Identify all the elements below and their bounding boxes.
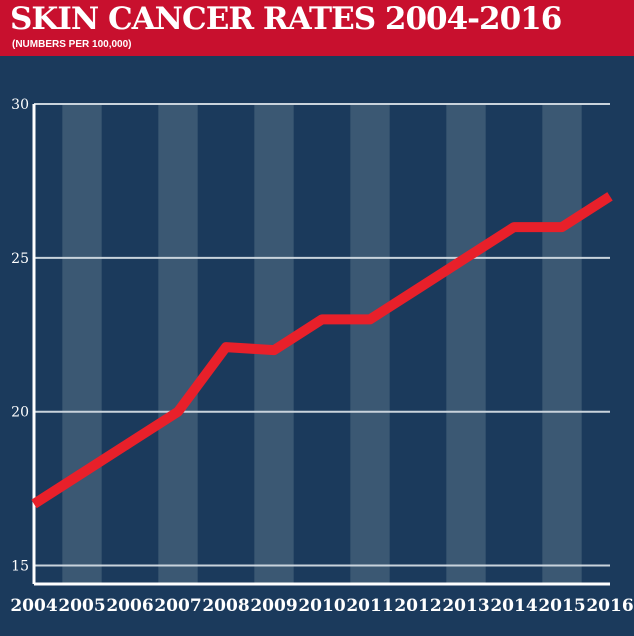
x-tick-label: 2010 (298, 596, 345, 616)
x-tick-label: 2013 (442, 596, 489, 616)
column-band (158, 104, 198, 584)
x-tick-label: 2009 (250, 596, 297, 616)
x-tick-label: 2012 (394, 596, 441, 616)
x-tick-label: 2016 (586, 596, 633, 616)
chart-header: SKIN CANCER RATES 2004-2016 (NUMBERS PER… (0, 0, 634, 56)
y-tick-label: 15 (11, 559, 29, 575)
x-tick-label: 2004 (10, 596, 57, 616)
series-line (31, 192, 613, 509)
column-band (542, 104, 582, 584)
y-tick-label: 30 (11, 97, 29, 113)
x-tick-label: 2005 (58, 596, 105, 616)
chart-title: SKIN CANCER RATES 2004-2016 (10, 1, 562, 37)
chart-subtitle: (NUMBERS PER 100,000) (12, 39, 132, 50)
column-band (350, 104, 390, 584)
x-tick-label: 2008 (202, 596, 249, 616)
y-tick-label: 25 (11, 251, 29, 267)
x-tick-label: 2015 (538, 596, 585, 616)
column-band (446, 104, 486, 584)
x-tick-label: 2014 (490, 596, 537, 616)
y-tick-label: 20 (11, 405, 29, 421)
x-tick-label: 2006 (106, 596, 153, 616)
x-tick-label: 2007 (154, 596, 201, 616)
x-tick-label: 2011 (346, 596, 393, 616)
column-band (62, 104, 102, 584)
